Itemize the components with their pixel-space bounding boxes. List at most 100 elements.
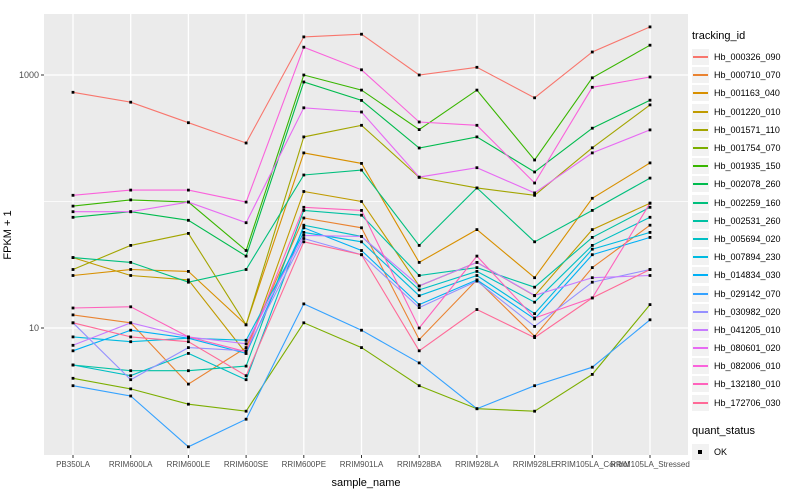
data-point-marker [71, 274, 75, 277]
x-tick-label: RRIM600LE [166, 460, 211, 469]
data-point-marker [417, 73, 421, 77]
data-point-marker [187, 218, 190, 222]
legend-item: Hb_001935_150 [692, 157, 800, 175]
data-point-marker [187, 188, 190, 192]
data-point-marker [129, 369, 133, 373]
legend-item: Hb_007894_230 [692, 248, 800, 266]
data-point-marker [244, 364, 248, 368]
legend-key-swatch [692, 303, 709, 320]
data-point-marker [475, 228, 479, 231]
legend-panel-quant-status: quant_status OK [692, 425, 800, 461]
legend-line-icon [693, 347, 708, 350]
data-point-marker [244, 221, 248, 225]
data-point-marker [417, 384, 421, 388]
data-point-marker [475, 254, 479, 258]
data-point-marker [244, 346, 248, 349]
legend-key-swatch [692, 249, 709, 266]
legend-item-label: Hb_002078_260 [714, 179, 781, 190]
data-point-marker [71, 343, 75, 347]
data-point-marker [590, 365, 594, 369]
data-point-marker [187, 200, 190, 204]
data-point-marker [417, 274, 421, 277]
data-point-marker [244, 374, 248, 378]
legend-key-swatch [692, 85, 709, 102]
x-tick-label: RRIM928BA [396, 460, 442, 469]
legend-item: Hb_001571_110 [692, 121, 800, 139]
data-point-marker [475, 135, 479, 139]
data-point-marker [360, 123, 363, 127]
data-point-marker [360, 162, 363, 165]
legend-item-label: Hb_001571_110 [714, 124, 780, 135]
legend-line-icon [693, 383, 708, 386]
data-point-marker [648, 98, 652, 102]
x-tick-label: RRIM901LA [339, 460, 384, 469]
legend-item-label: Hb_001935_150 [714, 161, 781, 172]
data-point-marker [648, 236, 652, 239]
legend-item: Hb_001163_040 [692, 84, 800, 102]
data-point-marker [302, 205, 306, 209]
data-point-marker [590, 151, 594, 155]
data-point-marker [417, 284, 421, 288]
data-point-marker [71, 193, 75, 197]
data-point-marker [417, 349, 421, 353]
data-point-marker [648, 25, 652, 29]
data-point-marker [590, 209, 594, 212]
data-point-marker [360, 99, 363, 102]
data-point-marker [475, 65, 479, 69]
data-point-marker [590, 244, 594, 247]
legend-item: Hb_005694_020 [692, 230, 800, 248]
data-point-marker [590, 196, 594, 200]
legend-title-tracking-id: tracking_id [692, 30, 746, 42]
data-point-marker [590, 266, 594, 269]
legend-key-swatch [692, 321, 709, 338]
legend-line-icon [693, 92, 708, 95]
data-point-marker [360, 213, 363, 217]
y-tick-label: 10 [28, 323, 39, 333]
data-point-marker [302, 173, 306, 177]
data-point-marker [129, 188, 133, 192]
data-point-marker [302, 234, 306, 237]
data-point-marker [533, 294, 536, 297]
legend-item-label: OK [714, 446, 728, 457]
legend-item-label: Hb_030982_020 [714, 306, 781, 317]
data-point-marker [187, 340, 190, 344]
legend-key-swatch [692, 230, 709, 247]
data-point-marker [648, 43, 652, 47]
data-point-marker [475, 279, 479, 283]
data-point-marker [302, 321, 306, 325]
data-point-marker [244, 268, 248, 271]
data-point-marker [187, 280, 190, 284]
data-point-marker [533, 325, 536, 328]
data-point-marker [360, 328, 363, 332]
data-point-marker [71, 268, 75, 271]
data-point-marker [360, 249, 363, 252]
legend-item-label: Hb_041205_010 [714, 324, 781, 335]
legend-line-icon [693, 219, 708, 222]
legend-item-label: Hb_005694_020 [714, 233, 781, 244]
data-point-marker [244, 417, 248, 421]
data-point-marker [244, 141, 248, 145]
data-point-marker [475, 270, 479, 273]
legend-line-icon [693, 401, 708, 404]
data-point-marker [129, 378, 133, 382]
data-point-marker [475, 123, 479, 127]
legend-line-icon [693, 128, 708, 131]
data-point-marker [302, 216, 306, 220]
data-point-marker [648, 161, 652, 165]
legend-line-icon [693, 237, 708, 240]
legend-line-icon [693, 328, 708, 331]
data-point-marker [533, 336, 536, 339]
legend-key-swatch [692, 67, 709, 84]
data-point-marker [360, 32, 363, 36]
data-point-marker [533, 240, 536, 244]
data-point-marker [417, 146, 421, 150]
legend-key-swatch [692, 194, 709, 211]
legend-item: Hb_082006_010 [692, 357, 800, 375]
data-point-marker [244, 378, 248, 382]
data-point-marker [648, 318, 652, 322]
data-point-marker [71, 210, 75, 214]
legend-key-swatch [692, 267, 709, 284]
legend-item: Hb_030982_020 [692, 303, 800, 321]
y-axis-title: FPKM + 1 [2, 210, 14, 260]
x-axis-title: sample_name [331, 477, 401, 489]
